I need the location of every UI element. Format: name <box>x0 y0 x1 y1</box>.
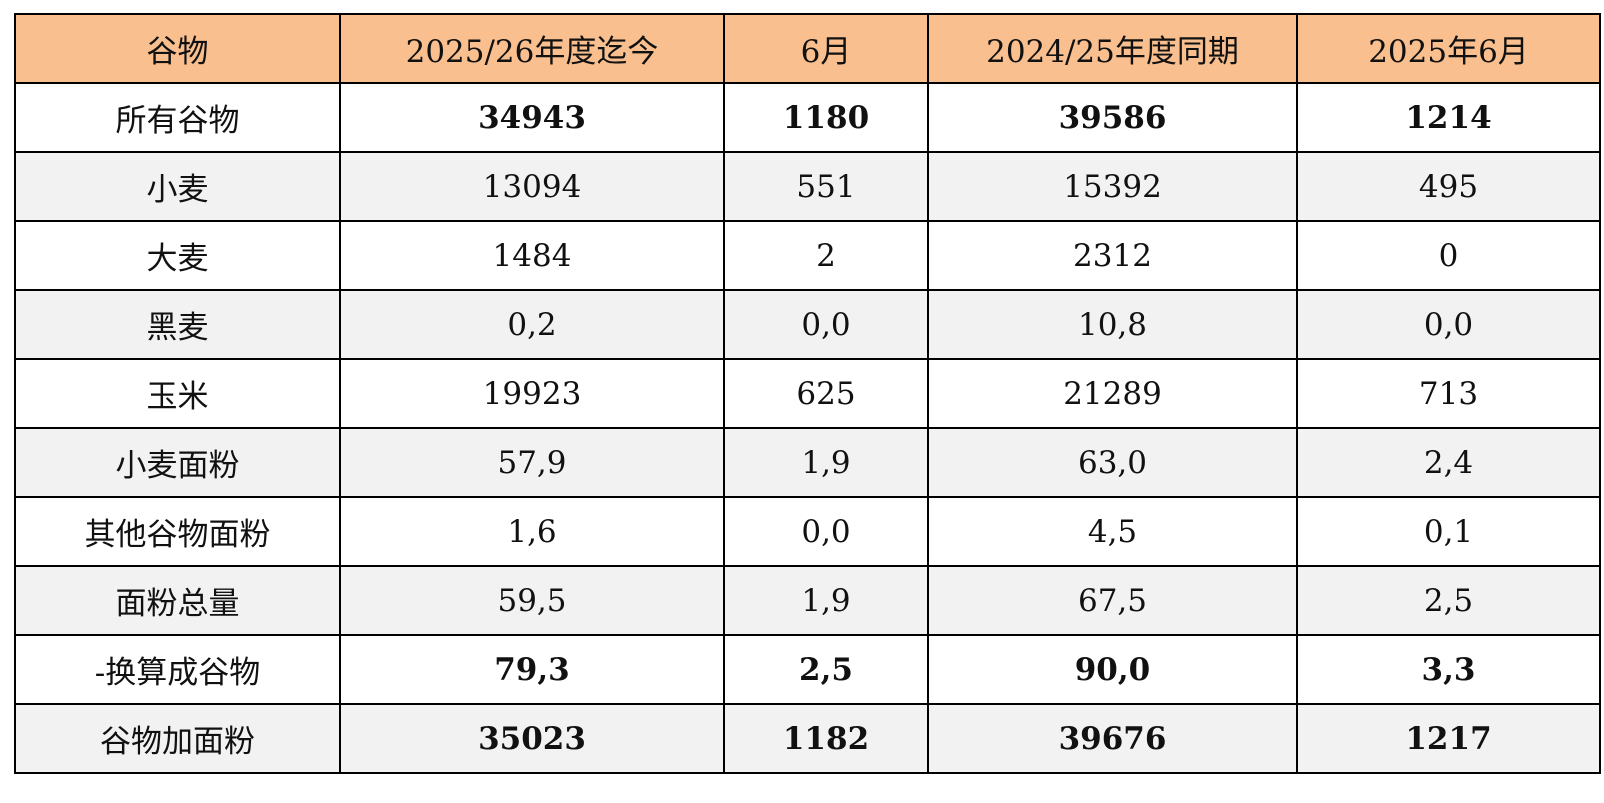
data-cell: 713 <box>1296 358 1601 429</box>
table-row: -换算成谷物 79,3 2,5 90,0 3,3 <box>14 634 1601 705</box>
table-body: 所有谷物 34943 1180 39586 1214 小麦 13094 551 15392 495… <box>14 82 1601 774</box>
table-row: 玉米 19923 625 21289 713 <box>14 358 1601 429</box>
data-cell: 0,2 <box>339 289 725 360</box>
row-label: -换算成谷物 <box>14 634 341 705</box>
data-cell: 1,6 <box>339 496 725 567</box>
data-cell: 39586 <box>927 82 1298 153</box>
header-cell: 2025/26年度迄今 <box>339 13 725 84</box>
row-label: 大麦 <box>14 220 341 291</box>
data-cell: 2 <box>723 220 929 291</box>
data-cell: 3,3 <box>1296 634 1601 705</box>
row-label: 小麦 <box>14 151 341 222</box>
table-row: 小麦 13094 551 15392 495 <box>14 151 1601 222</box>
header-cell: 2025年6月 <box>1296 13 1601 84</box>
table-row: 谷物加面粉 35023 1182 39676 1217 <box>14 703 1601 774</box>
row-label: 其他谷物面粉 <box>14 496 341 567</box>
data-cell: 90,0 <box>927 634 1298 705</box>
data-cell: 4,5 <box>927 496 1298 567</box>
data-cell: 1217 <box>1296 703 1601 774</box>
table-row: 其他谷物面粉 1,6 0,0 4,5 0,1 <box>14 496 1601 567</box>
data-cell: 625 <box>723 358 929 429</box>
header-cell: 6月 <box>723 13 929 84</box>
row-label: 小麦面粉 <box>14 427 341 498</box>
data-cell: 39676 <box>927 703 1298 774</box>
row-label: 面粉总量 <box>14 565 341 636</box>
data-cell: 59,5 <box>339 565 725 636</box>
data-cell: 15392 <box>927 151 1298 222</box>
data-cell: 0 <box>1296 220 1601 291</box>
data-cell: 1182 <box>723 703 929 774</box>
data-cell: 1180 <box>723 82 929 153</box>
data-cell: 1214 <box>1296 82 1601 153</box>
row-label: 谷物加面粉 <box>14 703 341 774</box>
data-cell: 0,0 <box>723 496 929 567</box>
data-cell: 10,8 <box>927 289 1298 360</box>
data-cell: 1,9 <box>723 565 929 636</box>
table-row: 大麦 1484 2 2312 0 <box>14 220 1601 291</box>
data-cell: 19923 <box>339 358 725 429</box>
data-cell: 551 <box>723 151 929 222</box>
data-cell: 21289 <box>927 358 1298 429</box>
header-cell: 2024/25年度同期 <box>927 13 1298 84</box>
data-cell: 63,0 <box>927 427 1298 498</box>
data-cell: 67,5 <box>927 565 1298 636</box>
data-cell: 79,3 <box>339 634 725 705</box>
data-cell: 57,9 <box>339 427 725 498</box>
data-cell: 13094 <box>339 151 725 222</box>
data-cell: 1,9 <box>723 427 929 498</box>
header-cell: 谷物 <box>14 13 341 84</box>
row-label: 玉米 <box>14 358 341 429</box>
data-cell: 2,5 <box>1296 565 1601 636</box>
table-row: 面粉总量 59,5 1,9 67,5 2,5 <box>14 565 1601 636</box>
data-cell: 2,5 <box>723 634 929 705</box>
data-cell: 2312 <box>927 220 1298 291</box>
table-row: 小麦面粉 57,9 1,9 63,0 2,4 <box>14 427 1601 498</box>
row-label: 黑麦 <box>14 289 341 360</box>
data-cell: 35023 <box>339 703 725 774</box>
data-cell: 495 <box>1296 151 1601 222</box>
table-row: 黑麦 0,2 0,0 10,8 0,0 <box>14 289 1601 360</box>
data-cell: 34943 <box>339 82 725 153</box>
data-cell: 2,4 <box>1296 427 1601 498</box>
data-cell: 0,1 <box>1296 496 1601 567</box>
header-row: 谷物 2025/26年度迄今 6月 2024/25年度同期 2025年6月 <box>14 13 1601 84</box>
table-row: 所有谷物 34943 1180 39586 1214 <box>14 82 1601 153</box>
data-cell: 0,0 <box>723 289 929 360</box>
data-cell: 0,0 <box>1296 289 1601 360</box>
row-label: 所有谷物 <box>14 82 341 153</box>
data-table: 谷物 2025/26年度迄今 6月 2024/25年度同期 2025年6月 所有谷物 34… <box>14 13 1601 774</box>
data-cell: 1484 <box>339 220 725 291</box>
